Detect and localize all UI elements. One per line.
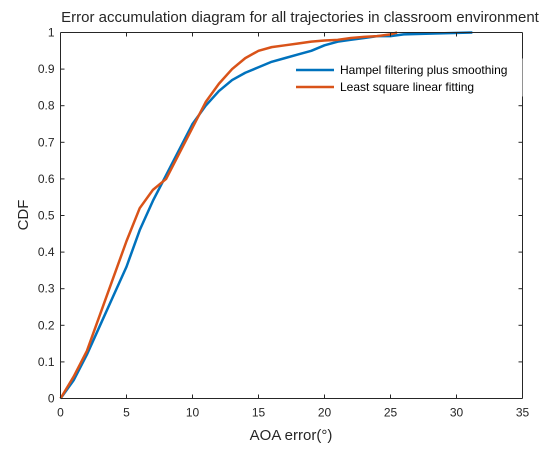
y-tick-label: 0.6 bbox=[38, 172, 55, 186]
x-tick-label: 15 bbox=[252, 406, 266, 420]
x-axis-label: AOA error(°) bbox=[250, 427, 333, 444]
y-tick-label: 0.8 bbox=[38, 99, 55, 113]
y-tick-label: 0.1 bbox=[38, 355, 55, 369]
series-line-least-square bbox=[59, 31, 398, 400]
x-tick-label: 0 bbox=[57, 406, 64, 420]
x-tick-label: 20 bbox=[318, 406, 332, 420]
series-layer bbox=[59, 31, 473, 400]
y-tick-label: 0.7 bbox=[38, 135, 55, 149]
y-tick-label: 0.4 bbox=[38, 245, 55, 259]
x-tick-label: 35 bbox=[516, 406, 530, 420]
y-tick-label: 0.5 bbox=[38, 209, 55, 223]
y-tick-label: 0 bbox=[48, 392, 55, 406]
x-tick-label: 30 bbox=[450, 406, 464, 420]
y-tick-label: 0.9 bbox=[38, 62, 55, 76]
y-tick-label: 1 bbox=[48, 26, 55, 40]
y-axis-label: CDF bbox=[15, 200, 32, 231]
legend-label-hampel: Hampel filtering plus smoothing bbox=[340, 63, 507, 77]
x-tick-label: 25 bbox=[384, 406, 398, 420]
x-tick-label: 10 bbox=[186, 406, 200, 420]
chart-title: Error accumulation diagram for all traje… bbox=[61, 9, 540, 26]
x-tick-label: 5 bbox=[123, 406, 130, 420]
legend-box bbox=[291, 58, 523, 97]
ticks-layer: 0 5 10 15 20 25 30 35 0 0.1 0.2 0.3 0.4 0.5 0.6 0.7 0.8 0… bbox=[38, 26, 530, 420]
y-tick-label: 0.2 bbox=[38, 318, 55, 332]
legend-label-least-square: Least square linear fitting bbox=[340, 80, 474, 94]
y-tick-label: 0.3 bbox=[38, 282, 55, 296]
legend: Hampel filtering plus smoothing Least sq… bbox=[291, 58, 523, 97]
